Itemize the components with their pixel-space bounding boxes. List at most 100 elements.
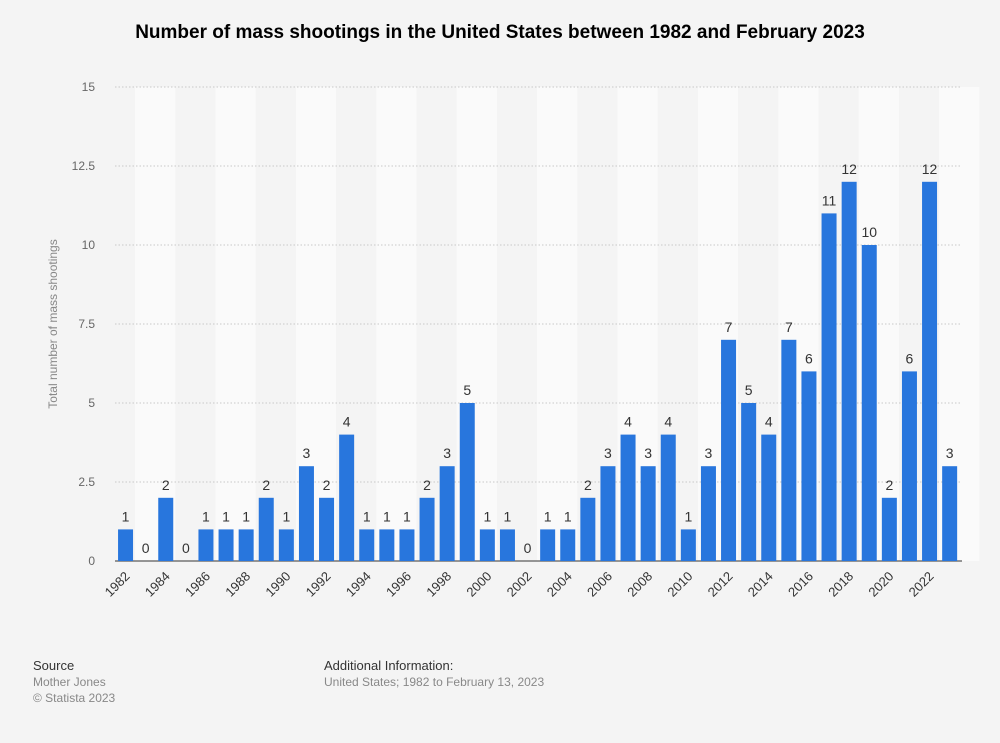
x-tick-label: 1988 — [222, 569, 253, 600]
x-tick-label: 1990 — [262, 569, 293, 600]
bar-2016 — [801, 371, 817, 561]
data-label: 2 — [262, 477, 270, 493]
bar-2014 — [761, 434, 777, 561]
bar-1988 — [238, 529, 254, 561]
bar-2009 — [660, 434, 676, 561]
bar-2000 — [479, 529, 495, 561]
source-label: Source — [33, 658, 75, 673]
data-label: 0 — [524, 540, 532, 556]
data-label: 1 — [122, 508, 130, 524]
x-tick-label: 2008 — [624, 569, 655, 600]
bar-2006 — [600, 466, 616, 561]
data-label: 2 — [162, 477, 170, 493]
x-tick-label: 2014 — [745, 569, 776, 600]
bar-1984 — [158, 497, 174, 561]
data-label: 12 — [922, 161, 938, 177]
y-tick-label: 12.5 — [72, 159, 96, 173]
data-label: 7 — [725, 319, 733, 335]
x-tick-label: 1992 — [303, 569, 334, 600]
x-tick-label: 1996 — [383, 569, 414, 600]
bar-2017 — [821, 213, 837, 561]
y-tick-label: 0 — [88, 554, 95, 568]
data-label: 1 — [363, 508, 371, 524]
data-label: 1 — [222, 508, 230, 524]
x-tick-label: 2004 — [544, 569, 575, 600]
bar-2013 — [741, 403, 757, 561]
data-label: 2 — [885, 477, 893, 493]
bar-1993 — [339, 434, 355, 561]
data-label: 4 — [624, 414, 632, 430]
data-label: 7 — [785, 319, 793, 335]
x-tick-label: 2006 — [584, 569, 615, 600]
bar-2022 — [922, 181, 938, 562]
chart-title: Number of mass shootings in the United S… — [135, 22, 865, 43]
bar-2007 — [620, 434, 636, 561]
data-label: 0 — [182, 540, 190, 556]
data-label: 3 — [946, 445, 954, 461]
data-label: 6 — [805, 350, 813, 366]
data-label: 2 — [423, 477, 431, 493]
bar-1994 — [359, 529, 375, 561]
data-label: 3 — [604, 445, 612, 461]
y-axis-title: Total number of mass shootings — [46, 239, 60, 408]
bar-2021 — [901, 371, 917, 561]
data-label: 5 — [745, 382, 753, 398]
data-label: 3 — [303, 445, 311, 461]
data-label: 3 — [644, 445, 652, 461]
bar-1998 — [439, 466, 455, 561]
bar-1982 — [118, 529, 134, 561]
bar-1995 — [379, 529, 395, 561]
data-label: 1 — [684, 508, 692, 524]
bar-1999 — [459, 403, 475, 561]
bar-1991 — [298, 466, 314, 561]
bar-1989 — [258, 497, 274, 561]
data-label: 1 — [242, 508, 250, 524]
bar-2020 — [881, 497, 897, 561]
x-tick-label: 2012 — [705, 569, 736, 600]
x-tick-label: 1994 — [343, 569, 374, 600]
y-tick-label: 5 — [88, 396, 95, 410]
data-label: 10 — [861, 224, 877, 240]
x-tick-label: 2020 — [865, 569, 896, 600]
source-line: Mother Jones — [33, 675, 106, 689]
y-tick-label: 7.5 — [78, 317, 95, 331]
bar-2004 — [560, 529, 576, 561]
data-label: 11 — [822, 192, 837, 208]
bar-2019 — [861, 245, 877, 561]
bar-1986 — [198, 529, 214, 561]
info-label: Additional Information: — [324, 658, 454, 673]
x-tick-label: 2022 — [906, 569, 937, 600]
additional-info-block: Additional Information: United States; 1… — [324, 658, 544, 690]
x-tick-label: 1982 — [102, 569, 133, 600]
bar-1992 — [319, 497, 335, 561]
bar-2011 — [700, 466, 716, 561]
x-tick-label: 1984 — [142, 569, 173, 600]
data-label: 1 — [483, 508, 491, 524]
y-tick-label: 15 — [82, 80, 96, 94]
data-label: 4 — [765, 414, 773, 430]
data-label: 5 — [463, 382, 471, 398]
bar-1996 — [399, 529, 415, 561]
data-label: 1 — [504, 508, 512, 524]
data-label: 2 — [584, 477, 592, 493]
y-tick-label: 10 — [82, 238, 96, 252]
bar-2008 — [640, 466, 656, 561]
bar-2023 — [942, 466, 958, 561]
data-label: 1 — [544, 508, 552, 524]
x-tick-label: 2002 — [504, 569, 535, 600]
background-band — [215, 87, 256, 561]
bar-1997 — [419, 497, 435, 561]
data-label: 1 — [202, 508, 210, 524]
x-tick-label: 2000 — [463, 569, 494, 600]
x-tick-label: 2018 — [825, 569, 856, 600]
data-label: 2 — [323, 477, 331, 493]
y-tick-label: 2.5 — [78, 475, 95, 489]
data-label: 4 — [343, 414, 351, 430]
data-label: 3 — [443, 445, 451, 461]
x-tick-label: 1998 — [423, 569, 454, 600]
bar-2012 — [721, 339, 737, 561]
data-label: 1 — [564, 508, 572, 524]
x-tick-label: 1986 — [182, 569, 213, 600]
source-block: Source Mother Jones © Statista 2023 — [33, 658, 115, 706]
